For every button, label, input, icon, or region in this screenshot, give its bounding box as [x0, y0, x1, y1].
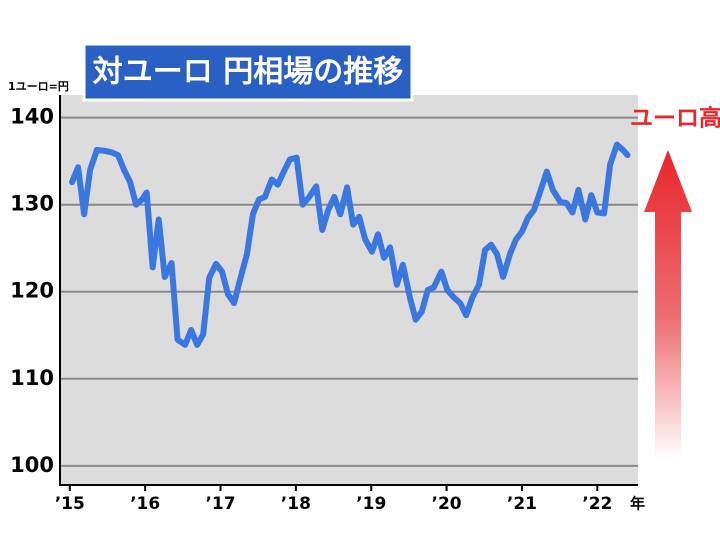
- x-tick-label: ’19: [356, 494, 386, 514]
- y-axis-label: 1ユーロ=円: [8, 80, 69, 93]
- x-tick-label: ’22: [582, 494, 612, 514]
- annotation: ユーロ高: [630, 105, 720, 132]
- y-tick-label: 130: [10, 192, 54, 216]
- x-tick-label: ’15: [55, 494, 85, 514]
- y-tick-label: 100: [10, 453, 54, 477]
- y-tick-label: 140: [10, 105, 54, 129]
- x-tick-label: ’17: [205, 494, 235, 514]
- y-tick-label: 110: [10, 366, 54, 390]
- x-axis-unit: 年: [630, 495, 645, 513]
- plot-area: [60, 95, 638, 485]
- x-tick-label: ’21: [507, 494, 537, 514]
- title-box: [82, 42, 414, 102]
- data-line: [69, 141, 631, 348]
- y-tick-label: 120: [10, 279, 54, 303]
- x-tick-label: ’16: [130, 494, 160, 514]
- x-tick-label: ’18: [281, 494, 311, 514]
- chart-title: 対ユーロ 円相場の推移: [93, 55, 403, 90]
- arrow: [644, 150, 692, 460]
- x-tick-label: ’20: [432, 494, 462, 514]
